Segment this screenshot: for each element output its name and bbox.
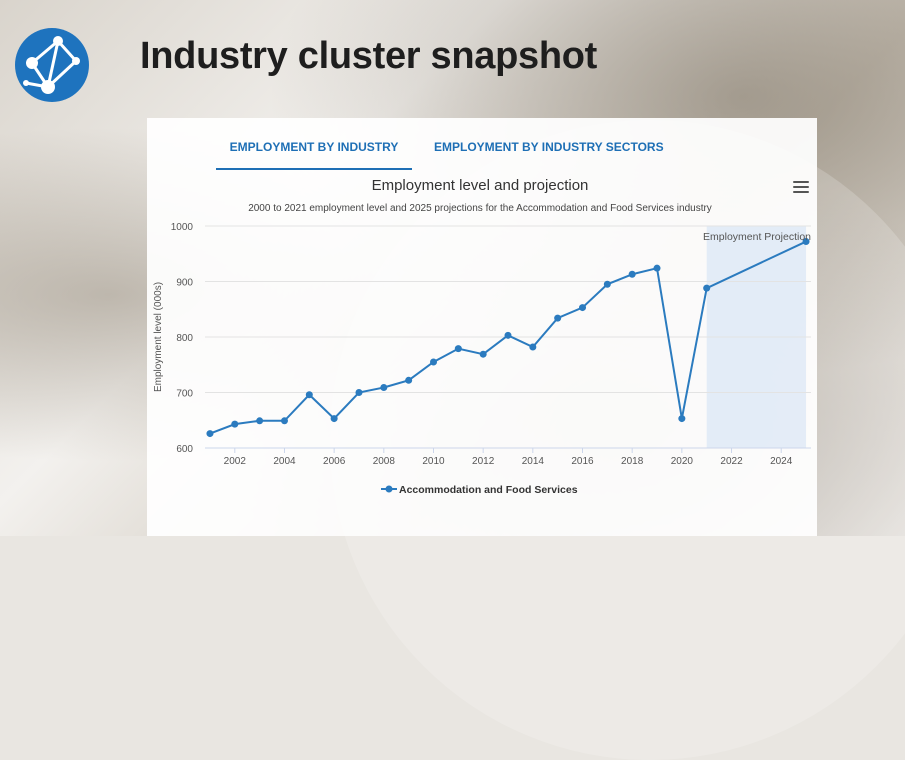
legend-label: Accommodation and Food Services: [399, 484, 578, 496]
data-point[interactable]: [653, 264, 661, 272]
x-tick-label: 2022: [720, 456, 743, 467]
x-tick-label: 2004: [273, 456, 296, 467]
y-tick-label: 800: [176, 333, 193, 344]
y-tick-label: 600: [176, 444, 193, 455]
data-point[interactable]: [802, 238, 810, 246]
data-point[interactable]: [579, 304, 587, 312]
data-point[interactable]: [703, 284, 711, 292]
data-point[interactable]: [256, 417, 264, 425]
x-tick-label: 2010: [422, 456, 445, 467]
x-tick-label: 2018: [621, 456, 644, 467]
y-tick-label: 900: [176, 278, 193, 289]
x-tick-label: 2006: [323, 456, 346, 467]
data-point[interactable]: [454, 345, 462, 353]
header: Industry cluster snapshot: [0, 0, 905, 110]
data-point[interactable]: [479, 350, 487, 358]
data-point[interactable]: [628, 270, 636, 278]
data-point[interactable]: [206, 430, 214, 438]
chart-menu-icon[interactable]: [793, 181, 809, 193]
chart-subtitle: 2000 to 2021 employment level and 2025 p…: [248, 203, 712, 214]
data-point[interactable]: [305, 391, 313, 399]
network-logo-icon: [14, 27, 90, 103]
x-tick-label: 2008: [373, 456, 396, 467]
y-axis-label: Employment level (000s): [153, 282, 164, 392]
data-point[interactable]: [355, 389, 363, 396]
x-tick-label: 2014: [522, 456, 545, 467]
data-point[interactable]: [330, 415, 338, 423]
series-line: [209, 240, 807, 435]
projection-label: Employment Projection: [703, 231, 811, 243]
x-tick-label: 2012: [472, 456, 495, 467]
tab-employment-by-industry[interactable]: EMPLOYMENT BY INDUSTRY: [216, 132, 412, 170]
data-point[interactable]: [504, 331, 512, 339]
x-tick-label: 2016: [571, 456, 594, 467]
data-point[interactable]: [405, 376, 413, 384]
x-tick-label: 2020: [671, 456, 694, 467]
chart-panel: [147, 118, 817, 536]
data-point[interactable]: [280, 417, 288, 425]
data-point[interactable]: [554, 314, 562, 322]
data-point[interactable]: [678, 415, 686, 423]
x-axis-ticks: 2002 2004 2006 2008 2010 2012 2014 2016 2018 2020…: [224, 448, 793, 467]
data-point[interactable]: [380, 384, 388, 392]
tab-employment-by-industry-sectors[interactable]: EMPLOYMENT BY INDUSTRY SECTORS: [434, 140, 664, 154]
data-point[interactable]: [429, 358, 437, 366]
y-tick-label: 700: [176, 389, 193, 400]
legend-marker: [385, 485, 393, 493]
employment-chart: 600 700 800 900 1000 2002 2004 2006 2008 2010 201…: [153, 177, 811, 496]
data-point[interactable]: [231, 420, 239, 428]
data-point[interactable]: [529, 343, 537, 351]
y-tick-label: 1000: [171, 222, 194, 233]
legend[interactable]: Accommodation and Food Services: [381, 484, 578, 496]
x-tick-label: 2024: [770, 456, 793, 467]
page-title: Industry cluster snapshot: [140, 35, 598, 77]
y-axis-ticks: 600 700 800 900 1000: [171, 222, 194, 455]
data-point[interactable]: [603, 280, 611, 288]
x-tick-label: 2002: [224, 456, 247, 467]
series-points: [206, 238, 810, 438]
chart-title: Employment level and projection: [372, 177, 589, 194]
